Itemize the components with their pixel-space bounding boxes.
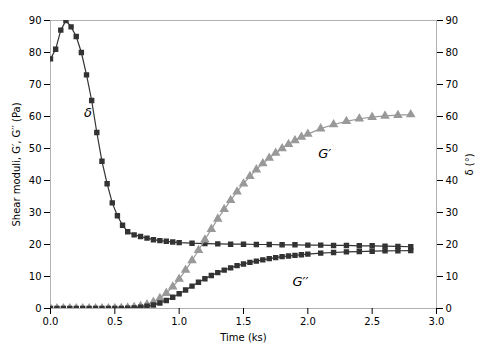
svg-text:90: 90 <box>29 15 42 26</box>
svg-text:20: 20 <box>29 239 42 250</box>
svg-text:40: 40 <box>29 175 42 186</box>
svg-text:40: 40 <box>446 175 459 186</box>
svg-text:70: 70 <box>446 79 459 90</box>
svg-text:50: 50 <box>29 143 42 154</box>
svg-text:3.0: 3.0 <box>429 316 445 327</box>
svg-text:70: 70 <box>29 79 42 90</box>
svg-text:0: 0 <box>35 303 41 314</box>
svg-text:30: 30 <box>29 207 42 218</box>
svg-text:Shear moduli, G′, G′′ (Pa): Shear moduli, G′, G′′ (Pa) <box>11 102 22 226</box>
svg-text:2.0: 2.0 <box>300 316 316 327</box>
svg-text:60: 60 <box>29 111 42 122</box>
svg-text:δ (°): δ (°) <box>464 153 475 175</box>
svg-text:G′′: G′′ <box>292 274 308 289</box>
svg-text:20: 20 <box>446 239 459 250</box>
svg-text:80: 80 <box>446 47 459 58</box>
svg-text:80: 80 <box>29 47 42 58</box>
svg-text:90: 90 <box>446 15 459 26</box>
svg-text:2.5: 2.5 <box>364 316 380 327</box>
svg-text:30: 30 <box>446 207 459 218</box>
svg-text:δ: δ <box>84 105 92 120</box>
svg-text:1.0: 1.0 <box>171 316 187 327</box>
svg-text:0: 0 <box>446 303 452 314</box>
svg-text:50: 50 <box>446 143 459 154</box>
svg-text:0.5: 0.5 <box>107 316 123 327</box>
svg-text:Time (ks): Time (ks) <box>219 332 267 343</box>
svg-text:60: 60 <box>446 111 459 122</box>
svg-text:G′: G′ <box>318 146 331 161</box>
svg-text:1.5: 1.5 <box>236 316 252 327</box>
svg-text:10: 10 <box>29 271 42 282</box>
svg-text:10: 10 <box>446 271 459 282</box>
svg-text:0.0: 0.0 <box>43 316 59 327</box>
